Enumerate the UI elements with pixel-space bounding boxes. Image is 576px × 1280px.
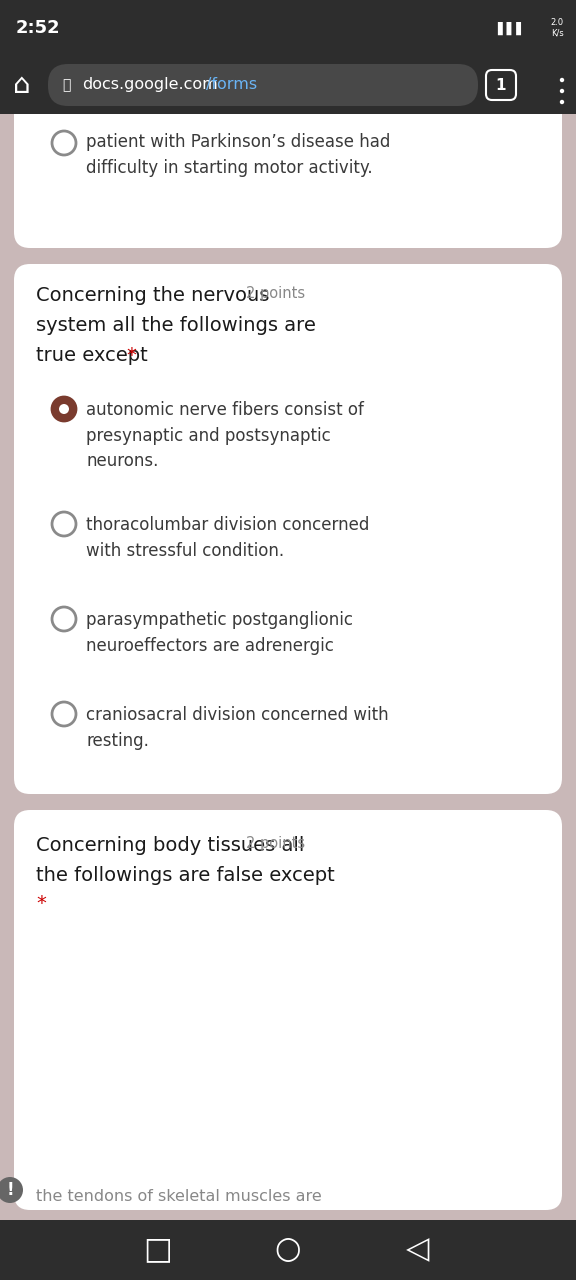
Text: 🔒: 🔒: [62, 78, 70, 92]
Text: true except: true except: [36, 346, 154, 365]
Text: patient with Parkinson’s disease had
difficulty in starting motor activity.: patient with Parkinson’s disease had dif…: [86, 133, 391, 177]
Text: Broca’s area located in dominant
hemisphere.: Broca’s area located in dominant hemisph…: [86, 8, 361, 51]
Circle shape: [560, 78, 564, 82]
Text: Concerning body tissues all: Concerning body tissues all: [36, 836, 304, 855]
Text: ▌▌▌: ▌▌▌: [497, 22, 526, 35]
Text: Concerning the nervous: Concerning the nervous: [36, 285, 270, 305]
Circle shape: [52, 397, 76, 421]
Text: ⌂: ⌂: [13, 70, 31, 99]
Circle shape: [59, 404, 69, 413]
FancyBboxPatch shape: [48, 64, 478, 106]
Bar: [0, 0, 576, 56]
Circle shape: [0, 1178, 23, 1203]
Text: 2 points: 2 points: [246, 836, 305, 851]
Text: /forms: /forms: [206, 78, 257, 92]
Text: 2:52: 2:52: [16, 19, 60, 37]
Text: the tendons of skeletal muscles are: the tendons of skeletal muscles are: [36, 1189, 322, 1204]
Text: 1: 1: [496, 78, 506, 92]
Bar: [0, 114, 576, 1220]
Text: system all the followings are: system all the followings are: [36, 316, 316, 335]
Text: !: !: [6, 1181, 14, 1199]
FancyBboxPatch shape: [14, 810, 562, 1210]
Text: thoracolumbar division concerned
with stressful condition.: thoracolumbar division concerned with st…: [86, 516, 369, 559]
Bar: [0, 1220, 576, 1280]
Text: craniosacral division concerned with
resting.: craniosacral division concerned with res…: [86, 707, 389, 750]
Text: parasympathetic postganglionic
neuroeffectors are adrenergic: parasympathetic postganglionic neuroeffe…: [86, 611, 353, 654]
FancyBboxPatch shape: [14, 0, 562, 248]
Text: ◁: ◁: [406, 1235, 430, 1265]
FancyBboxPatch shape: [14, 264, 562, 794]
Text: *: *: [126, 346, 136, 365]
Text: 2.0
K/s: 2.0 K/s: [551, 18, 564, 37]
Bar: [0, 56, 576, 114]
Text: □: □: [143, 1235, 172, 1265]
Circle shape: [560, 88, 564, 93]
Text: 2 points: 2 points: [246, 285, 305, 301]
Text: autonomic nerve fibers consist of
presynaptic and postsynaptic
neurons.: autonomic nerve fibers consist of presyn…: [86, 401, 364, 470]
Circle shape: [560, 100, 564, 104]
Text: docs.google.com: docs.google.com: [82, 78, 218, 92]
Text: *: *: [36, 893, 46, 913]
Text: ○: ○: [275, 1235, 301, 1265]
Text: the followings are false except: the followings are false except: [36, 867, 335, 884]
